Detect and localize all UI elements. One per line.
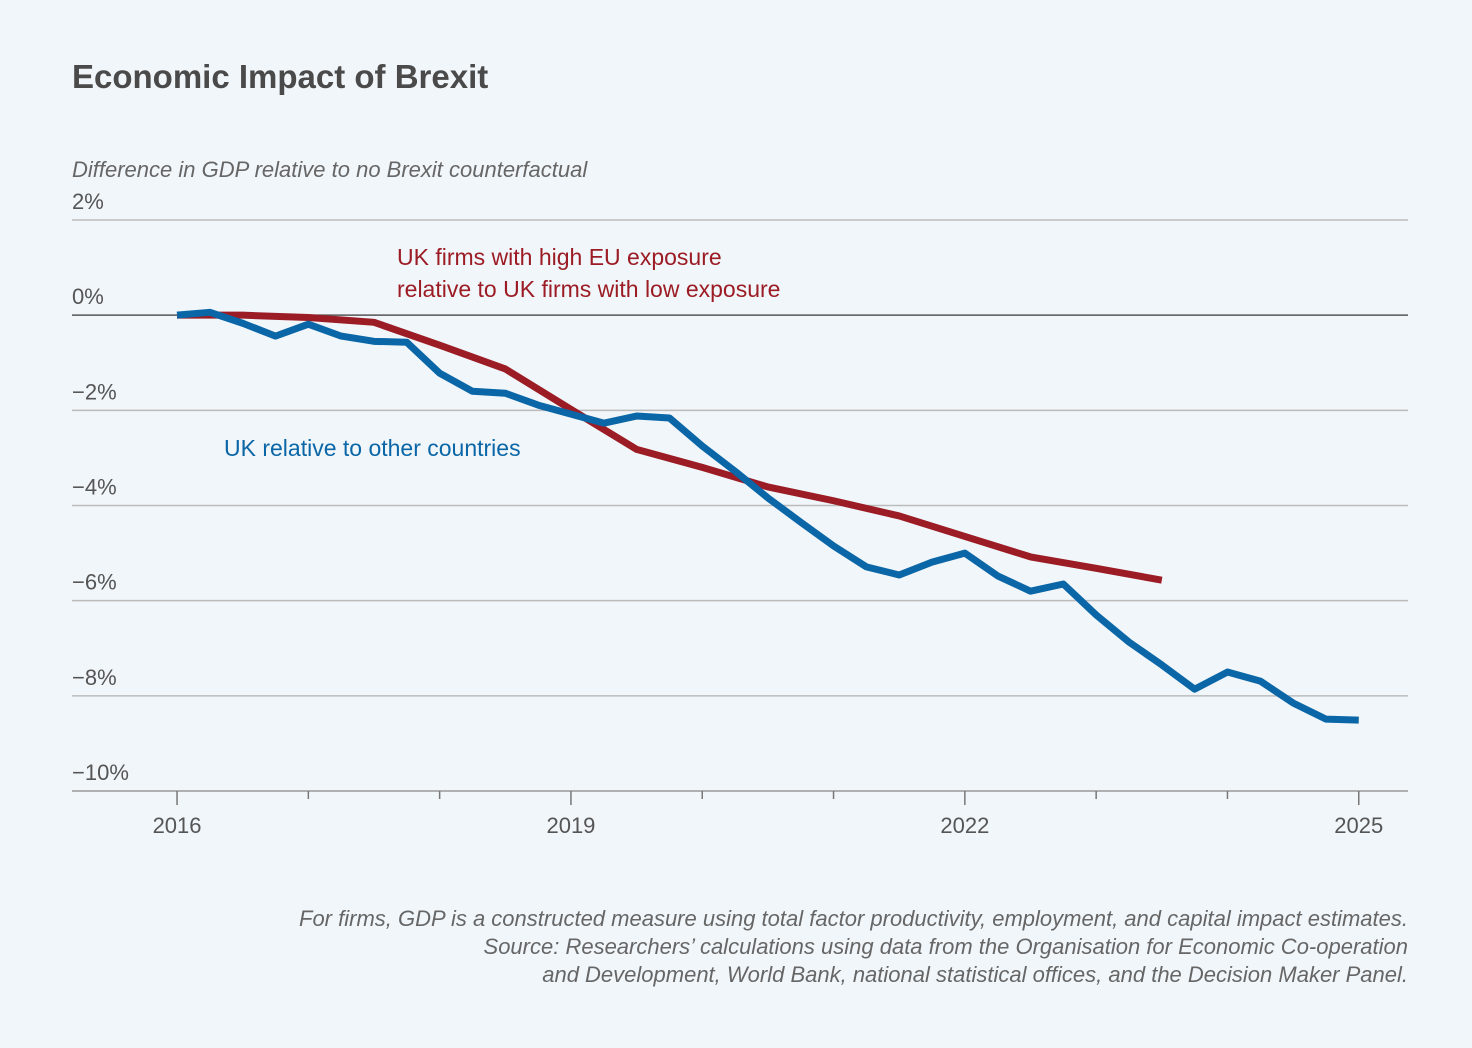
series-label: UK relative to other countries <box>224 435 521 461</box>
data-line <box>177 311 1163 584</box>
y-axis-label: Difference in GDP relative to no Brexit … <box>72 157 588 182</box>
data-line <box>176 308 1359 724</box>
series-label: UK firms with high EU exposure relative … <box>397 244 781 302</box>
y-tick-label: −2% <box>72 379 117 404</box>
footnote: and Development, World Bank, national st… <box>542 962 1408 987</box>
y-tick-label: −4% <box>72 475 117 500</box>
y-tick-label: −6% <box>72 570 117 595</box>
y-tick-label: 0% <box>72 284 104 309</box>
y-tick-label: −10% <box>72 760 129 785</box>
x-tick-label: 2022 <box>940 813 989 838</box>
footnote: For firms, GDP is a constructed measure … <box>299 906 1408 931</box>
y-tick-label: −8% <box>72 665 117 690</box>
x-tick-label: 2019 <box>546 813 595 838</box>
x-tick-label: 2025 <box>1334 813 1383 838</box>
chart-title: Economic Impact of Brexit <box>72 58 488 95</box>
x-tick-label: 2016 <box>153 813 202 838</box>
y-tick-label: 2% <box>72 189 104 214</box>
footnote: Source: Researchers’ calculations using … <box>484 934 1408 959</box>
